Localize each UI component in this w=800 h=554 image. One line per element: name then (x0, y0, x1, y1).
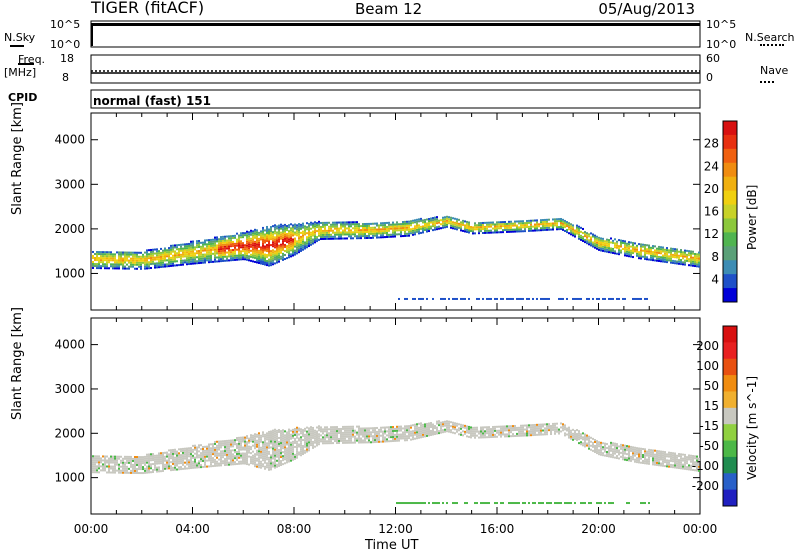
nsearch-tick-top: 10^5 (706, 18, 737, 31)
power-colorbar-segment (723, 274, 737, 289)
freq-label: Freq. (18, 53, 46, 66)
cpid-value: normal (fast) 151 (93, 94, 211, 108)
power-ytick-label: 2000 (54, 222, 85, 236)
velocity-colorbar-segment (723, 424, 737, 442)
nsky-legend-line (10, 45, 24, 47)
velocity-colorbar-segment (723, 456, 737, 474)
nsky-tick-bottom: 10^0 (50, 38, 81, 51)
power-colorbar-segment (723, 246, 737, 261)
velocity-colorbar-tick: -15 (699, 419, 719, 433)
freq-panel (90, 54, 701, 84)
velocity-ytick-label: 2000 (54, 426, 85, 440)
power-colorbar-segment (723, 176, 737, 192)
velocity-colorbar-tick: -200 (692, 479, 719, 493)
power-colorbar-tick: 16 (704, 205, 719, 219)
power-panel (90, 112, 701, 311)
power-colorbar-tick: 20 (704, 182, 719, 196)
nsky-tick-top: 10^5 (50, 18, 81, 31)
nave-label: Nave (760, 64, 789, 77)
power-colorbar-segment (723, 288, 737, 303)
velocity-colorbar-segment (723, 358, 737, 376)
xaxis-tick-label: 00:00 (683, 522, 718, 536)
power-colorbar-segment (723, 232, 737, 247)
power-colorbar-tick: 4 (711, 272, 719, 286)
power-colorbar-tick: 24 (704, 159, 719, 173)
velocity-colorbar-segment (723, 342, 737, 360)
cpid-panel (90, 89, 701, 109)
xaxis-tick-label: 12:00 (378, 522, 413, 536)
velocity-ytick-label: 1000 (54, 471, 85, 485)
nsearch-label: N.Search (745, 31, 795, 44)
power-colorbar-tick: 8 (711, 250, 719, 264)
date-label: 05/Aug/2013 (598, 0, 695, 18)
nave-legend-dots (760, 81, 774, 83)
velocity-colorbar-tick: 200 (696, 339, 719, 353)
velocity-colorbar-segment (723, 391, 737, 409)
freq-legend-line (18, 63, 34, 65)
nsky-label: N.Sky (4, 31, 36, 44)
velocity-ytick-label: 4000 (54, 338, 85, 352)
velocity-colorbar-segment (723, 375, 737, 392)
power-colorbar-segment (723, 190, 737, 206)
velocity-ytick-label: 3000 (54, 382, 85, 396)
freq-tick-top: 18 (60, 52, 74, 65)
xaxis-tick-label: 08:00 (277, 522, 312, 536)
power-colorbar-tick: 12 (704, 227, 719, 241)
power-ytick-label: 1000 (54, 266, 85, 280)
velocity-colorbar-tick: 50 (704, 379, 719, 393)
power-colorbar-tick: 28 (704, 137, 719, 151)
cpid-label: CPID (8, 91, 38, 104)
power-colorbar-segment (723, 148, 737, 164)
velocity-colorbar-segment (723, 489, 737, 507)
nave-tick-bottom: 0 (706, 71, 713, 84)
velocity-colorbar-frame (722, 325, 738, 507)
velocity-colorbar-segment (723, 407, 737, 425)
freq-unit: [MHz] (4, 66, 37, 79)
xaxis-tick-label: 00:00 (74, 522, 109, 536)
nsky-trace (91, 23, 700, 26)
velocity-colorbar-tick: 100 (696, 359, 719, 373)
velocity-echo-cells (92, 420, 700, 505)
power-colorbar-segment (723, 204, 737, 219)
power-ytick-label: 4000 (54, 133, 85, 147)
velocity-colorbar-tick: -100 (692, 459, 719, 473)
power-colorbar-segment (723, 134, 737, 150)
power-ytick-label: 3000 (54, 177, 85, 191)
nsky-start-spike (91, 26, 93, 46)
power-colorbar-segment (723, 162, 737, 178)
power-colorbar-segment (723, 218, 737, 233)
nsearch-tick-bottom: 10^0 (706, 38, 737, 51)
xaxis-tick-label: 04:00 (175, 522, 210, 536)
velocity-colorbar-segment (723, 473, 737, 491)
xaxis-tick-label: 16:00 (480, 522, 515, 536)
nave-tick-top: 60 (706, 52, 720, 65)
velocity-panel (90, 317, 701, 515)
power-colorbar-segment (723, 260, 737, 275)
plot-title: TIGER (fitACF) (91, 0, 205, 17)
power-colorbar-segment (723, 121, 737, 136)
velocity-colorbar-tick: -50 (699, 439, 719, 453)
power-colorbar-frame (722, 120, 738, 303)
velocity-colorbar-segment (723, 440, 737, 458)
freq-tick-bottom: 8 (62, 71, 69, 84)
nsearch-legend-dots (760, 44, 784, 46)
velocity-colorbar-segment (723, 326, 737, 343)
xaxis-tick-label: 20:00 (581, 522, 616, 536)
power-echo-cells (92, 215, 700, 300)
velocity-colorbar-tick: 15 (704, 399, 719, 413)
xaxis-label: Time UT (365, 538, 419, 553)
beam-label: Beam 12 (355, 0, 423, 18)
